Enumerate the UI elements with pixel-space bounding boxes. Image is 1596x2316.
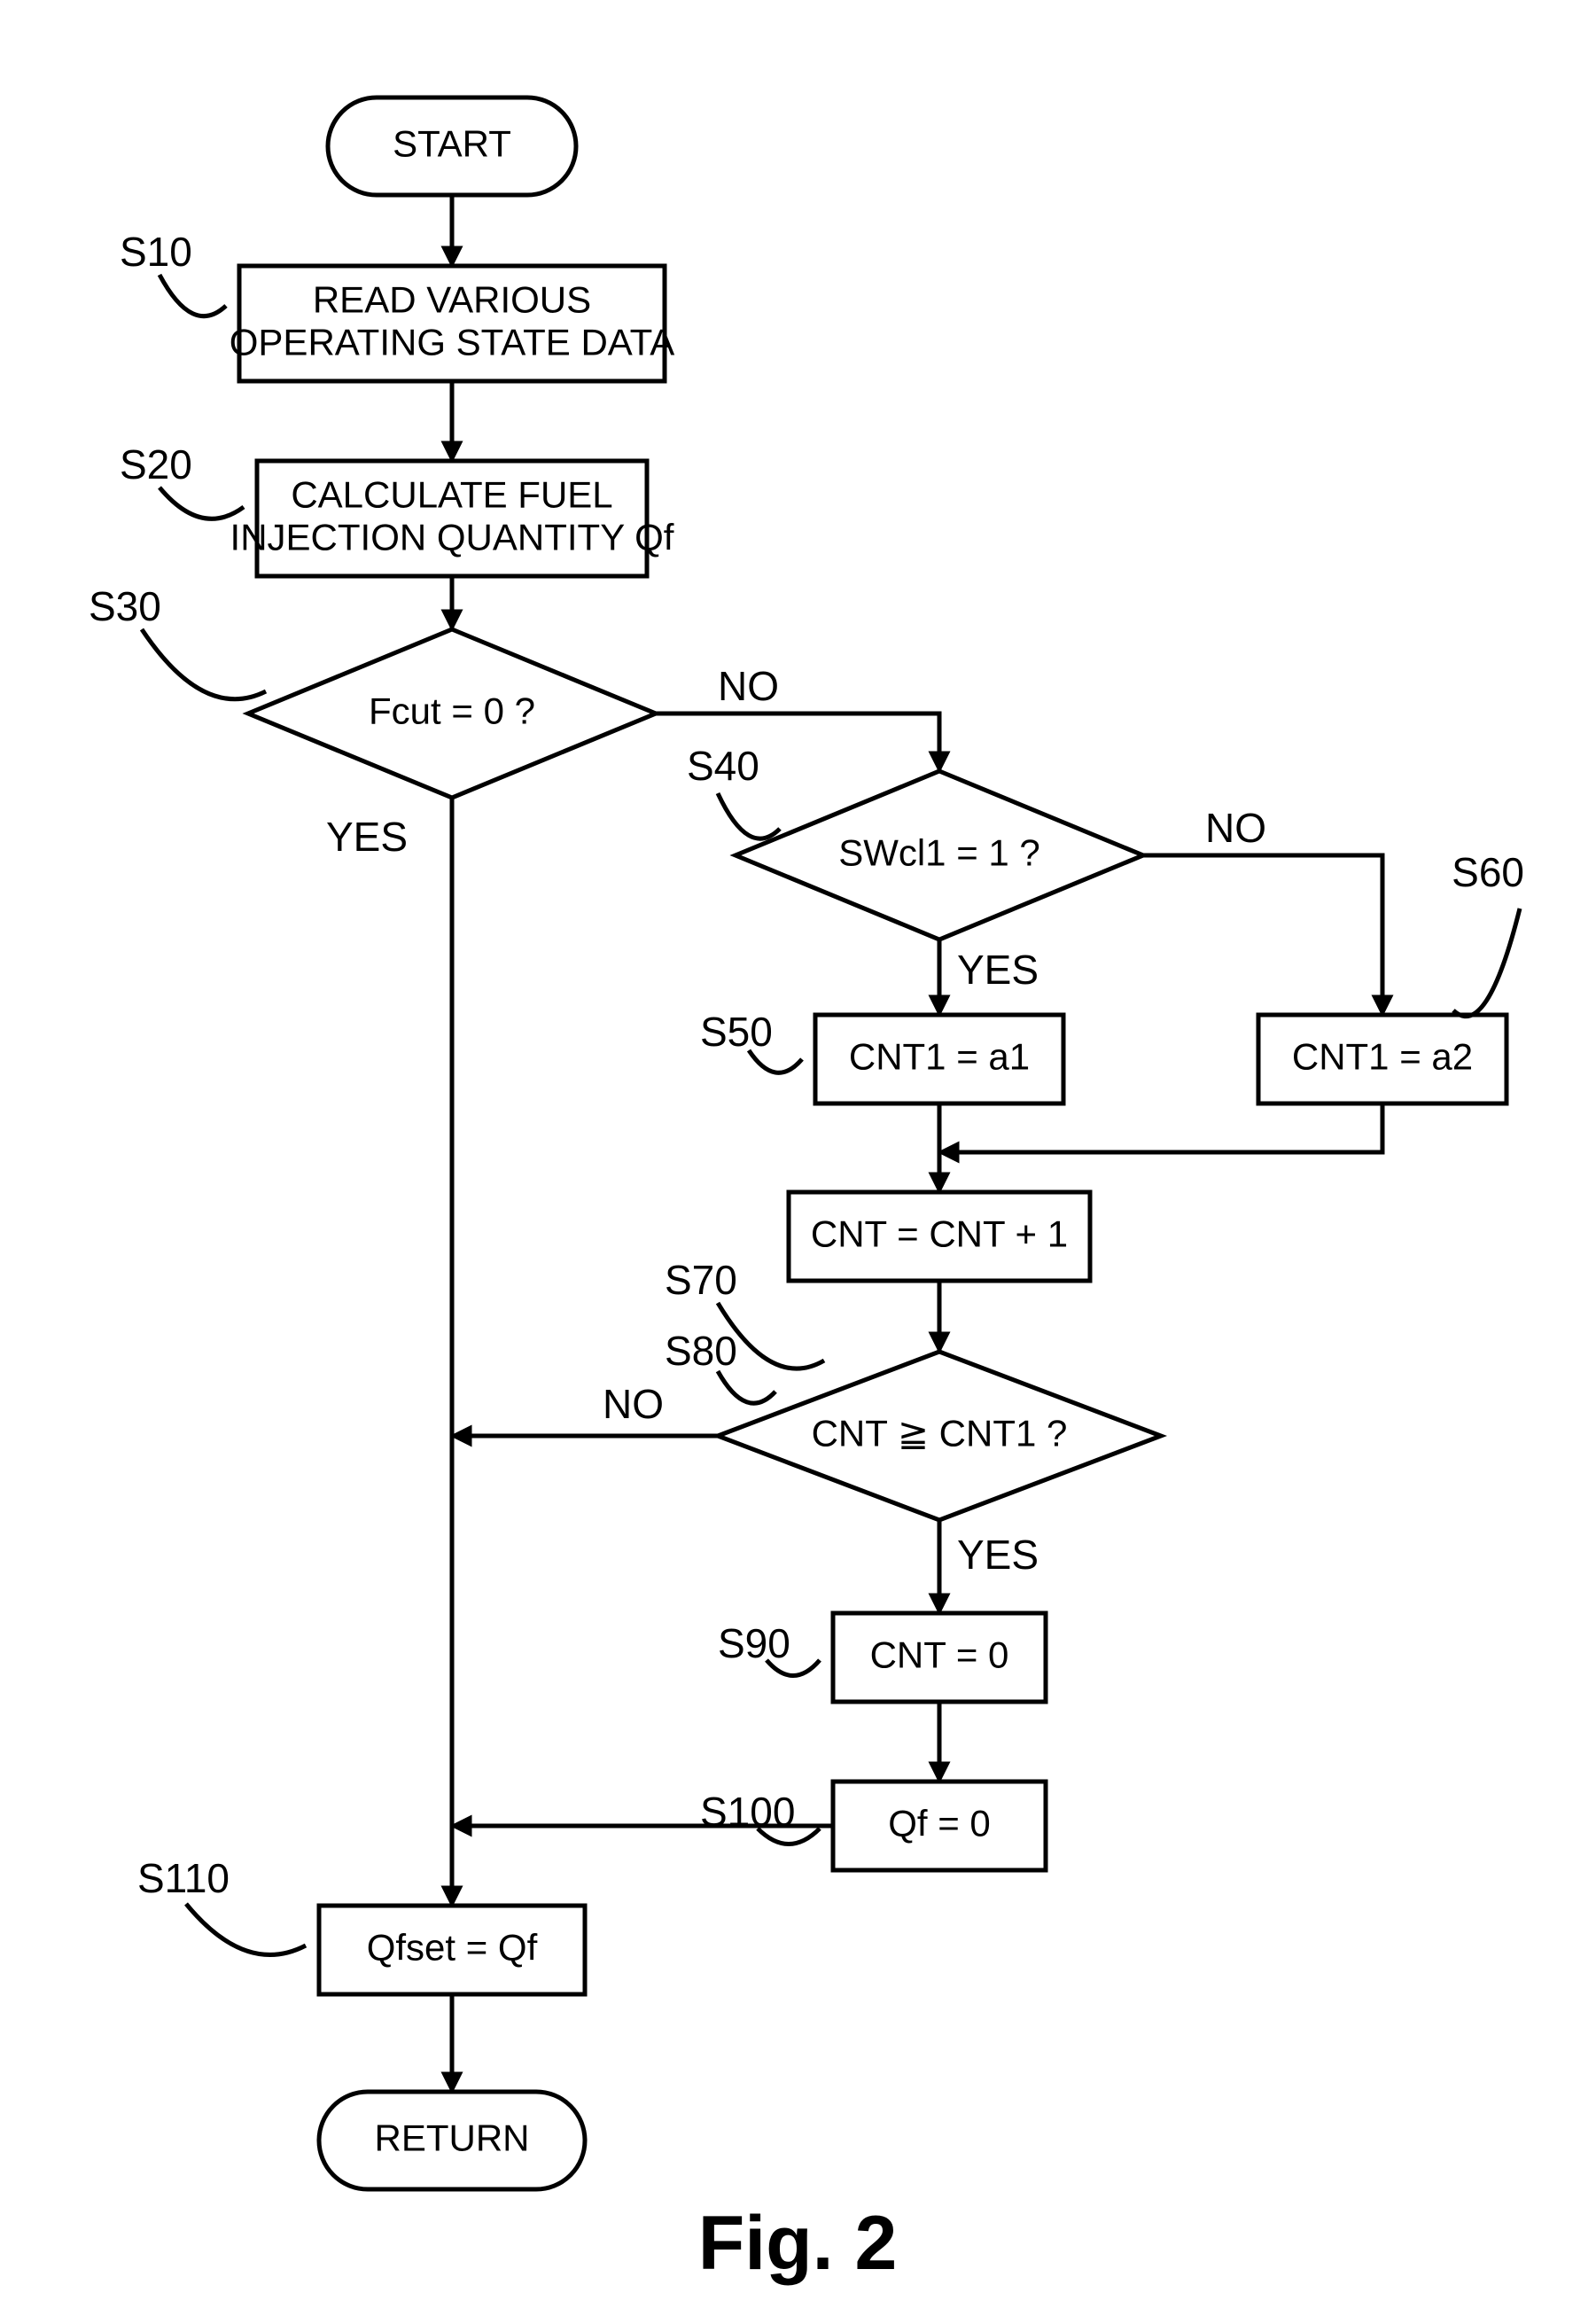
figure-caption: Fig. 2 <box>698 2201 898 2286</box>
node-text-s10: OPERATING STATE DATA <box>230 322 674 363</box>
edge-label: NO <box>1205 805 1266 851</box>
edge-label: YES <box>326 814 408 860</box>
step-label: S80 <box>665 1328 737 1374</box>
step-label: S40 <box>687 743 759 789</box>
step-leader <box>142 629 266 699</box>
step-label: S20 <box>120 441 192 487</box>
step-leader <box>160 275 226 316</box>
node-text-start: START <box>393 123 511 165</box>
step-leader <box>1453 908 1520 1017</box>
node-text-s50: CNT1 = a1 <box>849 1036 1030 1078</box>
node-text-s70: CNT = CNT + 1 <box>811 1213 1068 1255</box>
step-label: S70 <box>665 1257 737 1303</box>
node-text-return: RETURN <box>375 2117 530 2159</box>
step-leader <box>186 1904 306 1954</box>
node-text-s90: CNT = 0 <box>870 1634 1009 1676</box>
edge-label: YES <box>957 947 1039 993</box>
node-text-s80: CNT ≧ CNT1 ? <box>812 1413 1068 1454</box>
node-text-s60: CNT1 = a2 <box>1292 1036 1473 1078</box>
step-label: S10 <box>120 229 192 275</box>
node-text-s30: Fcut = 0 ? <box>369 690 535 732</box>
edge-label: NO <box>603 1381 664 1427</box>
step-label: S50 <box>700 1009 773 1055</box>
step-label: S100 <box>700 1789 795 1835</box>
node-text-s100: Qf = 0 <box>888 1803 991 1844</box>
step-label: S30 <box>89 583 161 629</box>
edge-label: NO <box>718 663 779 709</box>
step-label: S110 <box>137 1855 230 1901</box>
step-label: S90 <box>718 1620 790 1666</box>
flowchart-diagram: NO YES NO YES NO YES START READ VARIOUSOPERATIN… <box>0 0 1596 2316</box>
node-text-s10: READ VARIOUS <box>313 278 591 320</box>
node-text-s40: SWcl1 = 1 ? <box>838 832 1040 874</box>
node-text-s20: CALCULATE FUEL <box>291 473 612 515</box>
edge <box>939 1103 1382 1152</box>
node-text-s110: Qfset = Qf <box>367 1927 538 1969</box>
step-leader <box>718 1371 775 1403</box>
step-leader <box>160 487 244 519</box>
edge-label: YES <box>957 1532 1039 1578</box>
node-text-s20: INJECTION QUANTITY Qf <box>230 517 674 558</box>
edge <box>1143 855 1382 1015</box>
step-leader <box>718 793 780 838</box>
step-label: S60 <box>1452 849 1524 895</box>
